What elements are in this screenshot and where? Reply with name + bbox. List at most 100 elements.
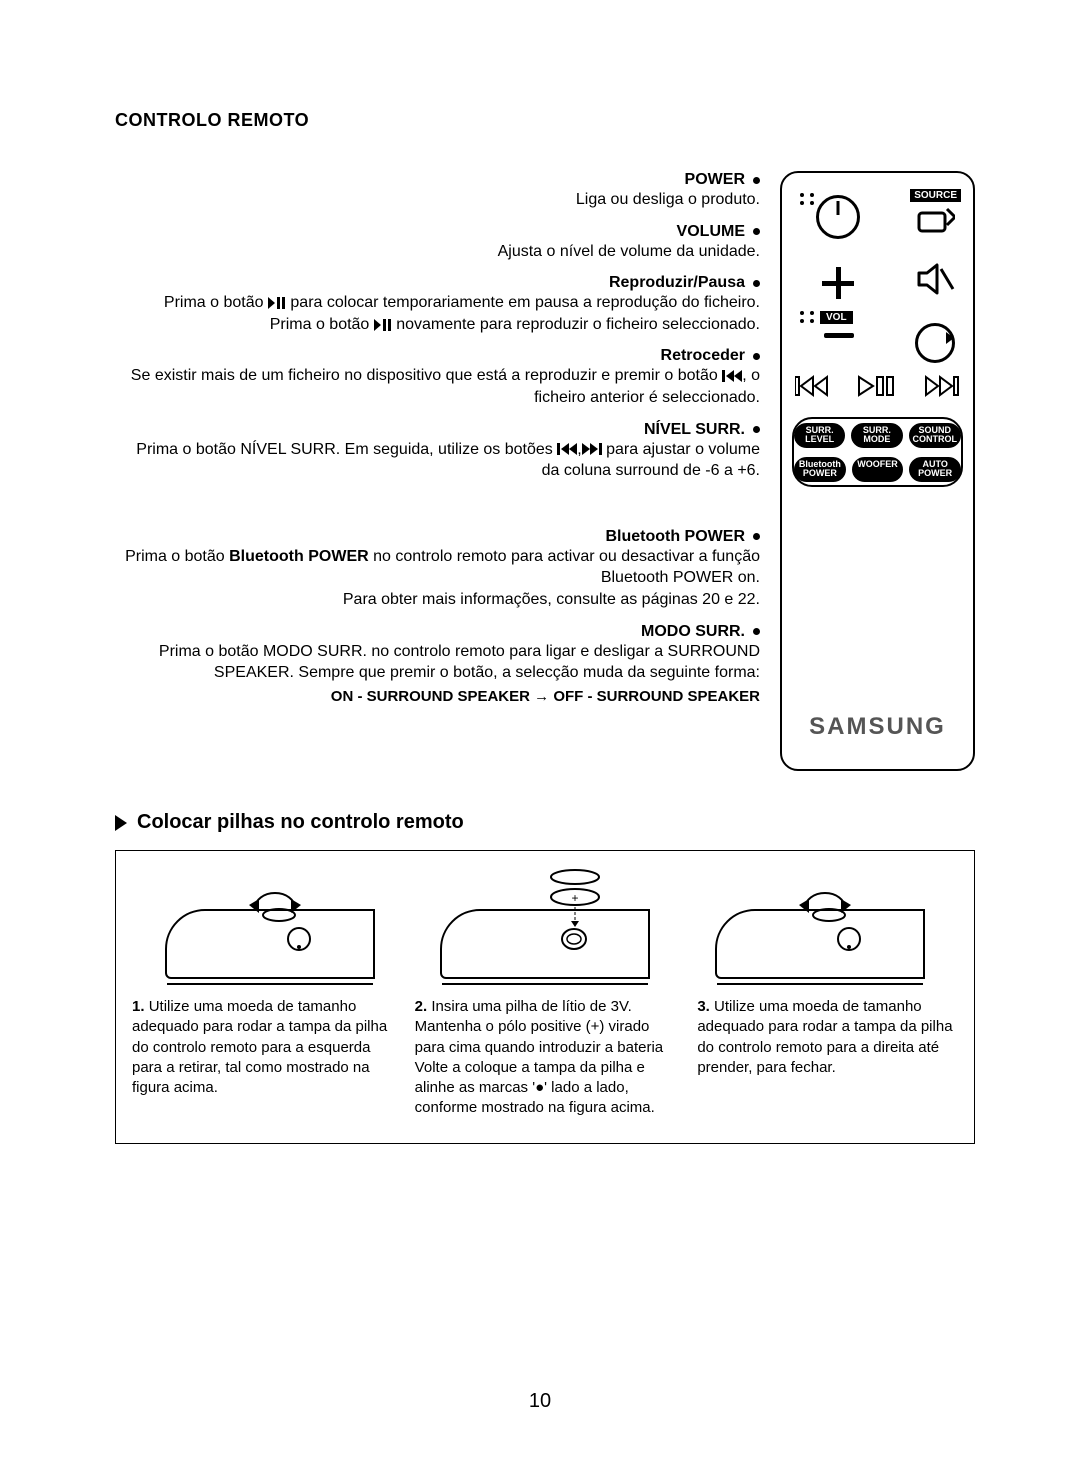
- callout-desc: Liga ou desliga o produto.: [115, 189, 760, 211]
- pill-row-2: Bluetooth POWER WOOFER AUTO POWER: [794, 457, 961, 482]
- callout-desc: Para obter mais informações, consulte as…: [115, 589, 760, 611]
- battery-box: + 1. Utilize uma m: [115, 850, 975, 1144]
- power-icon: [816, 195, 860, 239]
- callout-title: Bluetooth POWER: [605, 528, 760, 546]
- skip-back-icon: [795, 375, 831, 397]
- skip-forward-icon: [582, 443, 602, 455]
- braille-dots-icon: [800, 193, 816, 205]
- bluetooth-power-button: Bluetooth POWER: [794, 457, 846, 482]
- callout-title-text: Bluetooth POWER: [605, 528, 745, 546]
- mute-button: [915, 261, 955, 297]
- play-pause-icon: [857, 375, 897, 397]
- callout-title: POWER: [685, 171, 760, 189]
- step-text: Insira uma pilha de lítio de 3V. Mantenh…: [415, 998, 663, 1116]
- callout-title-text: MODO SURR.: [641, 623, 745, 641]
- callout-bt-power: Bluetooth POWER Prima o botão Bluetooth …: [115, 528, 760, 611]
- triangle-bullet-icon: [115, 815, 127, 831]
- repeat-icon: [915, 323, 955, 363]
- battery-slot-icon: [560, 925, 588, 953]
- battery-cover-icon: [835, 925, 863, 953]
- text: Se existir mais de um ficheiro no dispos…: [131, 367, 722, 384]
- step-text: Utilize uma moeda de tamanho adequado pa…: [132, 998, 387, 1096]
- callout-desc: Prima o botão para colocar temporariamen…: [115, 292, 760, 314]
- callout-title: MODO SURR.: [641, 623, 760, 641]
- callout-playpause: Reproduzir/Pausa Prima o botão para colo…: [115, 274, 760, 335]
- source-label: SOURCE: [910, 189, 961, 202]
- section-heading: CONTROLO REMOTO: [115, 110, 975, 131]
- battery-step-2: 2. Insira uma pilha de lítio de 3V. Mant…: [415, 997, 676, 1119]
- mute-icon: [915, 261, 955, 297]
- page-number: 10: [0, 1390, 1080, 1413]
- sound-control-button: SOUND CONTROL: [909, 423, 961, 448]
- callout-desc: Prima o botão Bluetooth POWER no control…: [115, 546, 760, 589]
- battery-steps: 1. Utilize uma moeda de tamanho adequado…: [132, 997, 958, 1119]
- callout-title-text: Retroceder: [661, 347, 745, 365]
- battery-cover-icon: [285, 925, 313, 953]
- pill-row-1: SURR. LEVEL SURR. MODE SOUND CONTROL: [794, 423, 961, 448]
- callout-desc: Prima o botão NÍVEL SURR. Em seguida, ut…: [115, 439, 760, 482]
- battery-illustration-3: [715, 909, 925, 979]
- callout-power: POWER Liga ou desliga o produto.: [115, 171, 760, 211]
- text: Prima o botão: [164, 294, 268, 311]
- callout-surr-level: NÍVEL SURR. Prima o botão NÍVEL SURR. Em…: [115, 421, 760, 482]
- callout-title: VOLUME: [677, 223, 760, 241]
- callouts-column: POWER Liga ou desliga o produto. VOLUME …: [115, 171, 760, 711]
- callout-title: NÍVEL SURR.: [644, 421, 760, 439]
- callout-title-text: Reproduzir/Pausa: [609, 274, 745, 292]
- insert-battery-icon: +: [540, 867, 610, 927]
- play-pause-icon: [374, 319, 392, 331]
- callout-volume: VOLUME Ajusta o nível de volume da unida…: [115, 223, 760, 263]
- callout-summary: ON - SURROUND SPEAKER → OFF - SURROUND S…: [115, 688, 760, 705]
- battery-section-title: Colocar pilhas no controlo remoto: [115, 811, 975, 834]
- step-num: 1.: [132, 998, 145, 1015]
- skip-back-icon: [722, 370, 742, 382]
- volume-down-button: [824, 333, 854, 338]
- step-text: Utilize uma moeda de tamanho adequado pa…: [697, 998, 952, 1076]
- skip-forward-icon: [924, 375, 960, 397]
- callout-title-text: POWER: [685, 171, 745, 189]
- callout-title-text: NÍVEL SURR.: [644, 421, 745, 439]
- skip-back-icon: [557, 443, 577, 455]
- media-controls-row: [782, 375, 973, 397]
- repeat-button: [915, 323, 955, 363]
- auto-power-button: AUTO POWER: [909, 457, 961, 482]
- brand-logo: SAMSUNG: [782, 713, 973, 741]
- battery-illustrations: +: [132, 869, 958, 979]
- vol-label: VOL: [820, 311, 853, 324]
- woofer-button: WOOFER: [852, 457, 904, 482]
- play-pause-icon: [268, 297, 286, 309]
- source-button: [917, 207, 955, 237]
- step-num: 3.: [697, 998, 710, 1015]
- surr-level-button: SURR. LEVEL: [794, 423, 845, 448]
- callout-back: Retroceder Se existir mais de um ficheir…: [115, 347, 760, 408]
- power-button: [816, 195, 860, 239]
- text: para colocar temporariamente em pausa a …: [286, 294, 760, 311]
- callout-title: Retroceder: [661, 347, 760, 365]
- svg-text:+: +: [571, 891, 578, 905]
- text: Prima o botão: [125, 548, 229, 565]
- callout-title-text: VOLUME: [677, 223, 745, 241]
- remote-diagram: SOURCE VOL: [780, 171, 975, 771]
- text: no controlo remoto para activar ou desac…: [369, 548, 760, 587]
- battery-step-3: 3. Utilize uma moeda de tamanho adequado…: [697, 997, 958, 1119]
- battery-illustration-1: [165, 909, 375, 979]
- surr-mode-button: SURR. MODE: [851, 423, 902, 448]
- battery-step-1: 1. Utilize uma moeda de tamanho adequado…: [132, 997, 393, 1119]
- battery-title-text: Colocar pilhas no controlo remoto: [137, 811, 464, 834]
- battery-illustration-2: +: [440, 909, 650, 979]
- source-icon: [917, 207, 955, 237]
- callout-desc: Ajusta o nível de volume da unidade.: [115, 241, 760, 263]
- callout-surr-mode: MODO SURR. Prima o botão MODO SURR. no c…: [115, 623, 760, 705]
- coin-rotate-right-icon: [795, 873, 865, 923]
- callout-title: Reproduzir/Pausa: [609, 274, 760, 292]
- text-bold: Bluetooth POWER: [229, 548, 369, 565]
- step-num: 2.: [415, 998, 428, 1015]
- text: Prima o botão NÍVEL SURR. Em seguida, ut…: [136, 441, 557, 458]
- text: novamente para reproduzir o ficheiro sel…: [392, 316, 760, 333]
- text: Prima o botão: [270, 316, 374, 333]
- callout-desc: Prima o botão novamente para reproduzir …: [115, 314, 760, 336]
- braille-dots-icon: [800, 311, 816, 323]
- callout-desc: Se existir mais de um ficheiro no dispos…: [115, 365, 760, 408]
- callout-desc: Prima o botão MODO SURR. no controlo rem…: [115, 641, 760, 684]
- coin-rotate-left-icon: [245, 873, 315, 923]
